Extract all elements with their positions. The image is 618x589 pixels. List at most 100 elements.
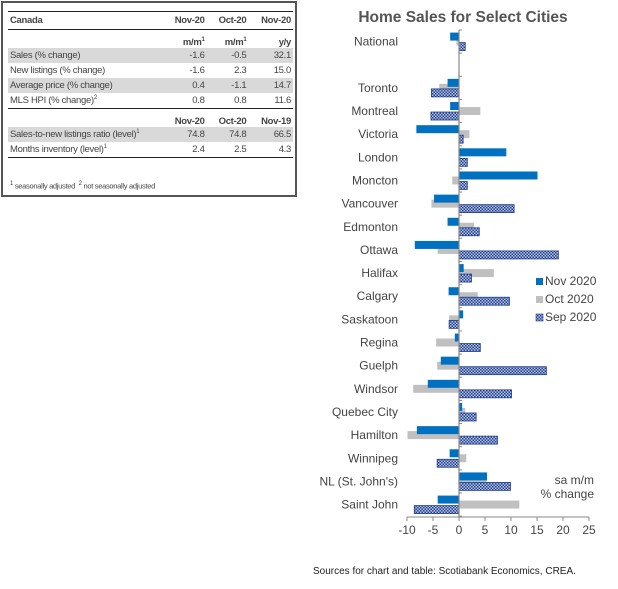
category-label: Saint John	[341, 498, 398, 512]
bar-oct-2020	[439, 83, 459, 92]
x-tick-label: 5	[482, 523, 489, 537]
table-header-row: Canada Nov-20 Oct-20 Nov-20	[8, 11, 293, 30]
bar-oct-2020	[459, 269, 494, 278]
bar-nov-2020	[459, 402, 463, 411]
bar-sep-2020	[458, 42, 466, 51]
bar-oct-2020	[437, 245, 459, 254]
bar-nov-2020	[459, 310, 464, 319]
category-label: Halifax	[361, 266, 398, 280]
bar-sep-2020	[458, 250, 559, 260]
bar-nov-2020	[437, 495, 459, 504]
bar-oct-2020	[459, 292, 478, 301]
bar-nov-2020	[450, 102, 459, 111]
bar-oct-2020	[459, 153, 461, 162]
category-label: Regina	[360, 336, 398, 350]
category-label: National	[354, 35, 398, 49]
bar-sep-2020	[458, 204, 515, 214]
bar-sep-2020	[458, 435, 498, 445]
chart-title: Home Sales for Select Cities	[358, 9, 567, 26]
bar-oct-2020	[431, 199, 459, 208]
bar-sep-2020	[458, 366, 547, 376]
category-label: Winnipeg	[348, 451, 398, 465]
bar-sep-2020	[458, 389, 512, 399]
category-label: Edmonton	[343, 220, 398, 234]
table-row: MLS HPI (% change)2 0.8 0.8 11.6	[10, 94, 291, 107]
bar-oct-2020	[459, 500, 520, 509]
bar-sep-2020	[458, 412, 477, 422]
x-tick-label: 0	[456, 523, 463, 537]
bar-sep-2020	[431, 88, 460, 98]
bar-sep-2020	[458, 181, 468, 190]
legend-label: Oct 2020	[545, 292, 594, 306]
category-label: Moncton	[352, 173, 398, 187]
bar-sep-2020	[458, 482, 511, 491]
bar-nov-2020	[448, 287, 459, 296]
table-row: Average price (% change) 0.4 -1.1 14.7	[8, 78, 293, 93]
x-tick-label: 20	[556, 523, 570, 537]
bar-oct-2020	[449, 315, 459, 324]
category-label: Guelph	[359, 359, 398, 373]
bar-nov-2020	[434, 194, 459, 203]
bar-oct-2020	[437, 361, 459, 370]
category-label: Calgary	[357, 289, 398, 303]
bar-nov-2020	[414, 240, 459, 249]
bar-nov-2020	[440, 356, 459, 365]
x-tick-label: -10	[398, 523, 416, 537]
header-cell: Oct-20	[206, 11, 249, 30]
canada-housing-table: Canada Nov-20 Oct-20 Nov-20 m/m1 m/m1 y/…	[1, 1, 297, 197]
x-tick-label: 15	[530, 523, 544, 537]
category-label: Windsor	[354, 382, 398, 396]
bar-sep-2020	[458, 343, 481, 352]
x-tick-label: 25	[582, 523, 596, 537]
legend-swatch	[536, 278, 543, 285]
chart-legend: Nov 2020 Oct 2020 Sep 2020	[535, 274, 597, 324]
bar-nov-2020	[427, 379, 459, 388]
header-cell: Nov-20	[248, 11, 293, 30]
bar-nov-2020	[416, 426, 459, 435]
bar-nov-2020	[459, 148, 507, 157]
category-label: Saskatoon	[341, 312, 398, 326]
bar-nov-2020	[459, 171, 538, 180]
table-subheader-row: m/m1 m/m1 y/y	[8, 30, 293, 48]
bar-nov-2020	[449, 449, 459, 458]
legend-label: Sep 2020	[545, 310, 597, 324]
legend-label: Nov 2020	[545, 274, 597, 288]
category-label: Toronto	[358, 81, 398, 95]
subheader-cell: m/m1	[224, 36, 247, 48]
bar-oct-2020	[436, 338, 459, 347]
category-label: Quebec City	[332, 405, 398, 419]
legend-swatch	[536, 296, 543, 303]
summary-table: Canada Nov-20 Oct-20 Nov-20 m/m1 m/m1 y/…	[8, 11, 293, 158]
bar-sep-2020	[430, 111, 460, 121]
table-header2-row: Nov-20 Oct-20 Nov-19	[8, 108, 293, 127]
bar-oct-2020	[452, 176, 459, 185]
bar-sep-2020	[458, 134, 464, 144]
bar-sep-2020	[448, 319, 460, 329]
table-row: New listings (% change) -1.6 2.3 15.0	[10, 65, 291, 76]
bar-oct-2020	[459, 130, 470, 139]
home-sales-chart: Home Sales for Select Cities National Tor…	[319, 9, 597, 537]
table-row: Months inventory (level)1 2.4 2.5 4.3	[8, 142, 293, 158]
table-row: Sales (% change) -1.6 -0.5 32.1	[8, 48, 293, 63]
category-label: Ottawa	[360, 243, 398, 257]
table-row: Sales-to-new listings ratio (level)1 74.…	[8, 127, 293, 142]
category-label: Montreal	[351, 104, 398, 118]
bar-nov-2020	[450, 32, 459, 41]
bar-sep-2020	[458, 273, 472, 283]
bar-sep-2020	[413, 505, 460, 514]
bar-oct-2020	[413, 384, 459, 393]
bar-nov-2020	[459, 264, 464, 273]
legend-swatch	[535, 313, 544, 322]
category-label: London	[358, 150, 398, 164]
bar-oct-2020	[459, 407, 466, 416]
bar-oct-2020	[456, 37, 459, 46]
category-label: Victoria	[358, 127, 398, 141]
bar-sep-2020	[436, 458, 460, 468]
bar-oct-2020	[459, 222, 475, 231]
bar-oct-2020	[459, 107, 481, 116]
bar-oct-2020	[459, 454, 467, 463]
table-footnote: 1 seasonally adjusted 2 not seasonally a…	[10, 181, 155, 191]
bar-sep-2020	[458, 296, 510, 306]
category-label: Hamilton	[351, 428, 398, 442]
source-note: Sources for chart and table: Scotiabank …	[313, 566, 576, 577]
